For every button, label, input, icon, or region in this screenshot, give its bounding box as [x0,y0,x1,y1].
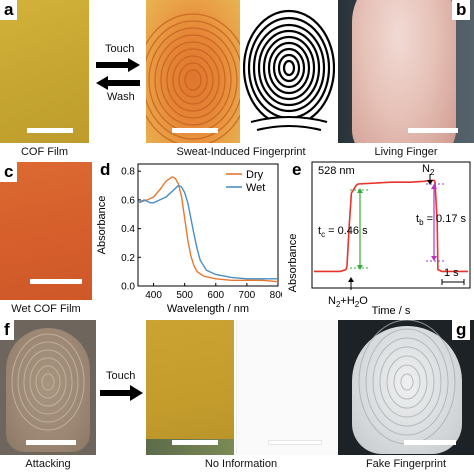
scale-bar [30,279,82,284]
plot-frame [137,163,279,287]
x-tick-label: 700 [239,290,256,301]
caption-fake-fingerprint: Fake Fingerprint [365,458,447,470]
cof-film-no-info-photo [146,320,234,455]
series-line-dry [137,176,279,283]
fake-fingerprint-photo [338,320,474,455]
wavelength-label: 528 nm [318,165,355,177]
scale-bar [268,440,322,445]
caption-cof-film: COF Film [20,146,69,158]
sweat-fingerprint-photo [146,0,240,143]
processed-fingerprint-image [243,0,335,143]
absorbance-time-chart: Absorbance 528 nm N2 N2+H2O tc = 0.46 s … [288,161,471,317]
x-tick-label: 800 [270,290,282,301]
scale-bar [404,440,456,445]
tb-arrowhead-bottom [431,256,437,261]
x-axis-label: Time / s [372,305,411,317]
touch-arrow [100,385,143,401]
scale-bar [27,128,73,133]
panel-letter-g: g [452,320,471,340]
y-tick-label: 0.0 [121,282,135,293]
y-tick-label: 0.6 [121,195,135,206]
scale-bar [408,128,458,133]
panel-letter-b: b [452,0,471,20]
n2h2o-arrowhead [348,277,354,282]
legend-label: Dry [246,169,264,181]
x-tick-label: 600 [207,290,224,301]
caption-attacking: Attacking [25,458,71,470]
time-scale-label: 1 s [444,267,459,279]
panel-letter-f: f [0,320,14,340]
n2h2o-annotation: N2+H2O [328,295,368,309]
scale-bar [172,440,218,445]
cof-film-photo [0,0,89,143]
touch-label-f: Touch [106,370,136,382]
scale-bar [172,128,218,133]
touch-wash-arrows [96,58,140,90]
x-tick-label: 400 [145,290,162,301]
panel-letter-d: d [96,160,115,180]
caption-living-finger: Living Finger [374,146,438,158]
x-tick-label: 500 [176,290,193,301]
y-tick-label: 0.2 [121,253,135,264]
tc-label: tc = 0.46 s [318,225,368,239]
series-line-528nm [314,179,468,273]
tb-label: tb = 0.17 s [416,213,467,227]
attacking-photo [0,320,96,455]
panel-letter-c: c [0,162,18,182]
y-axis-label: Absorbance [96,196,108,255]
y-tick-label: 0.8 [121,167,135,178]
legend-label: Wet [246,182,265,194]
caption-no-information: No Information [204,458,278,470]
panel-letter-a: a [0,0,18,20]
blank-processed-image [236,320,337,455]
absorbance-spectrum-chart: 400 500 600 700 800 0.0 0.2 0.4 0.6 0.8 Wavelength… [96,163,282,315]
y-tick-label: 0.4 [121,224,135,235]
n2-annotation: N2 [422,163,435,177]
wet-cof-film-photo [0,162,92,300]
series-line-wet [137,184,278,280]
living-finger-photo [338,0,474,143]
caption-sweat-fingerprint: Sweat-Induced Fingerprint [176,146,306,158]
plot-frame [311,161,471,289]
caption-wet-cof-film: Wet COF Film [11,303,81,315]
tb-arrowhead-top [431,184,437,189]
y-axis-label: Absorbance [288,234,299,293]
touch-label: Touch [105,43,135,55]
x-axis-label: Wavelength / nm [167,303,249,315]
wash-label: Wash [107,91,135,103]
scale-bar [26,440,76,445]
tc-arrowhead-top [357,188,363,193]
n2-arrowhead [427,180,433,185]
tc-arrowhead-bottom [357,265,363,270]
panel-letter-e: e [288,160,306,180]
